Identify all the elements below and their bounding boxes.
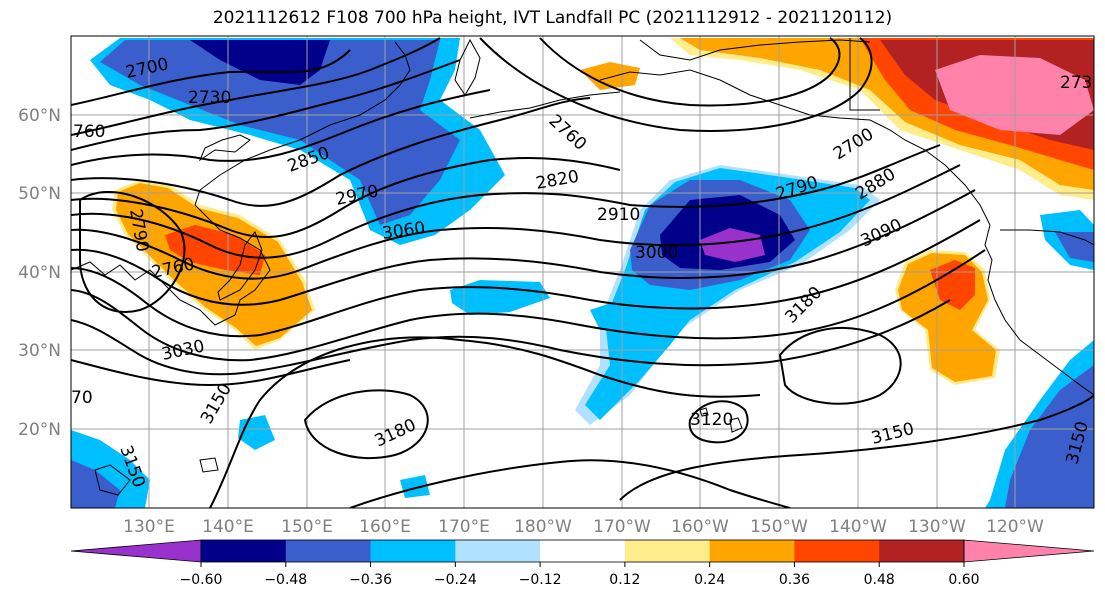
- colorbar-tick-label: −0.36: [349, 572, 392, 588]
- colorbar-tick-label: 0.48: [864, 572, 895, 588]
- lat-tick: 40°N: [18, 263, 61, 283]
- contour-label: 3000: [635, 243, 678, 263]
- map-title: 2021112612 F108 700 hPa height, IVT Land…: [212, 8, 893, 28]
- lon-tick: 170°W: [593, 517, 651, 537]
- coastlines: [71, 38, 1094, 496]
- colorbar-segment: [70, 539, 202, 563]
- colorbar-ticks: −0.60 −0.48 −0.36 −0.24 −0.12 0.12 0.24 0.36 0.4…: [180, 562, 980, 588]
- lon-tick: 130°W: [908, 517, 966, 537]
- colorbar: −0.60 −0.48 −0.36 −0.24 −0.12 0.12 0.24 0.36 0.4…: [70, 539, 1095, 588]
- ivt-positive-shading: [112, 38, 1094, 385]
- longitude-labels: 130°E 140°E 150°E 160°E 170°E 180°W 170°…: [123, 517, 1044, 537]
- lat-tick: 50°N: [18, 184, 61, 204]
- lon-tick: 160°W: [671, 517, 729, 537]
- contour-label: 70: [71, 388, 93, 408]
- colorbar-segment: [201, 540, 287, 562]
- colorbar-segment: [709, 540, 795, 562]
- lon-tick: 140°W: [829, 517, 887, 537]
- contour-label: 2730: [188, 88, 231, 108]
- map-border: [70, 35, 1095, 509]
- colorbar-segment: [879, 540, 965, 562]
- colorbar-segment: [540, 540, 626, 562]
- colorbar-segment: [624, 540, 711, 562]
- colorbar-tick-label: −0.12: [519, 572, 562, 588]
- colorbar-tick-label: −0.24: [434, 572, 477, 588]
- colorbar-segment: [285, 540, 372, 562]
- lon-tick: 170°E: [438, 517, 490, 537]
- height-contours: [71, 37, 1094, 508]
- colorbar-tick-label: 0.12: [609, 572, 640, 588]
- colorbar-tick-label: 0.60: [948, 572, 979, 588]
- lon-tick: 140°E: [202, 517, 254, 537]
- colorbar-tick-label: 0.24: [694, 572, 725, 588]
- colorbar-segment: [455, 540, 541, 562]
- colorbar-tick-label: 0.36: [779, 572, 810, 588]
- colorbar-segments: [70, 539, 1095, 563]
- contour-label: 2910: [597, 205, 640, 225]
- lon-tick: 160°E: [359, 517, 411, 537]
- colorbar-segment: [370, 540, 456, 562]
- colorbar-tick-label: −0.48: [264, 572, 307, 588]
- lat-tick: 20°N: [18, 420, 61, 440]
- lat-tick: 30°N: [18, 341, 61, 361]
- lat-tick: 60°N: [18, 106, 61, 126]
- colorbar-segment: [794, 540, 880, 562]
- graticule: [71, 36, 1094, 508]
- colorbar-tick-label: −0.60: [180, 572, 223, 588]
- lon-tick: 130°E: [123, 517, 175, 537]
- latitude-labels: 60°N 50°N 40°N 30°N 20°N: [18, 106, 61, 440]
- lon-tick: 180°W: [514, 517, 572, 537]
- ivt-negative-shading: [71, 38, 1094, 508]
- lon-tick: 120°W: [986, 517, 1044, 537]
- colorbar-segment: [963, 539, 1095, 563]
- contour-label: 3120: [690, 410, 733, 430]
- lon-tick: 150°E: [281, 517, 333, 537]
- contour-label: 760: [73, 122, 105, 142]
- contour-label: 273: [1060, 73, 1092, 93]
- lon-tick: 150°W: [750, 517, 808, 537]
- colorbar-outline: [200, 539, 965, 563]
